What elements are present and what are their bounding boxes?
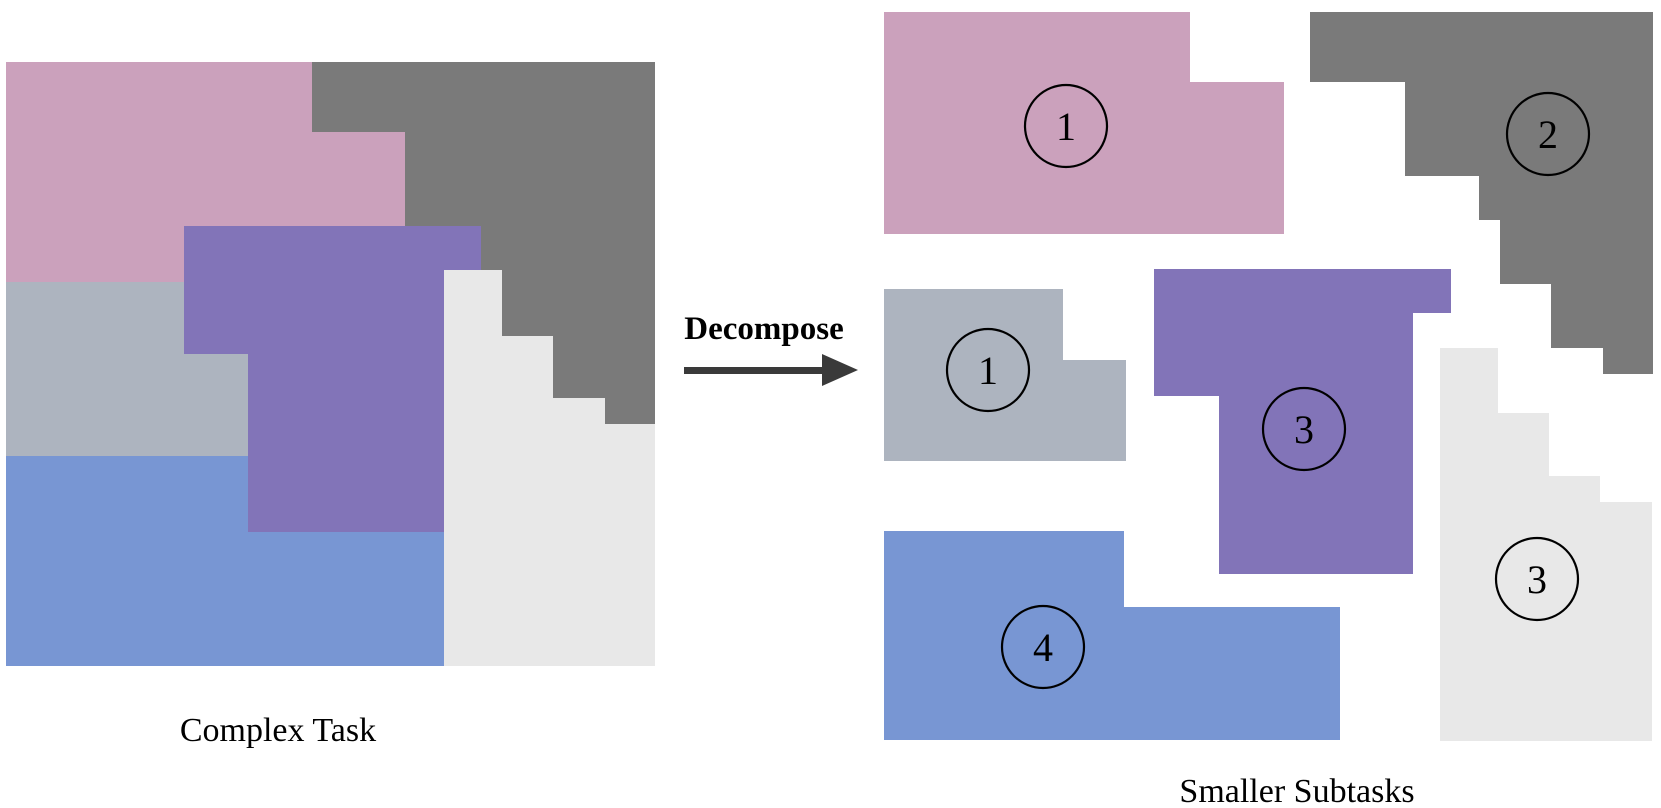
arrow-head — [822, 354, 858, 386]
subtask-badge-number: 4 — [1033, 625, 1053, 670]
composite-piece-gray-blue — [6, 282, 248, 456]
subtask-badge-number: 1 — [978, 348, 998, 393]
subtask-badge-number: 2 — [1538, 112, 1558, 157]
subtask-piece-blue — [884, 531, 1340, 740]
subtask-badge-circle — [1505, 91, 1591, 177]
smaller-subtasks: 1 2 1 3 3 4 — [884, 12, 1653, 741]
arrow-shaft — [684, 367, 830, 374]
subtask-badge-circle — [1023, 83, 1109, 169]
composite-piece-blue — [6, 456, 444, 666]
subtask-badge-circle — [1261, 386, 1347, 472]
subtask-gray-blue: 1 — [884, 289, 1126, 461]
complex-task-label: Complex Task — [180, 712, 376, 749]
subtask-badge-number: 1 — [1056, 104, 1076, 149]
smaller-subtasks-label: Smaller Subtasks — [1179, 773, 1414, 808]
subtask-piece-dark-gray — [1310, 12, 1653, 374]
composite-piece-purple — [184, 226, 481, 532]
complex-task-composite — [6, 62, 655, 666]
subtask-piece-gray-blue — [884, 289, 1126, 461]
subtask-piece-light-gray — [1440, 348, 1652, 741]
decompose-label: Decompose — [684, 311, 843, 347]
composite-piece-dark-gray — [312, 62, 655, 424]
subtask-blue: 4 — [884, 531, 1340, 740]
composite-piece-light-gray — [444, 270, 655, 666]
subtask-badge-circle — [1494, 536, 1580, 622]
subtask-piece-purple — [1154, 269, 1451, 574]
subtask-pink: 1 — [884, 12, 1284, 234]
subtask-piece-pink — [884, 12, 1284, 234]
composite-piece-pink — [6, 62, 405, 282]
subtask-badge-circle — [1000, 604, 1086, 690]
subtask-dark-gray: 2 — [1310, 12, 1653, 374]
subtask-badge-number: 3 — [1294, 407, 1314, 452]
decompose-arrow — [684, 354, 858, 386]
subtask-badge-number: 3 — [1527, 557, 1547, 602]
subtask-light-gray: 3 — [1440, 348, 1652, 741]
subtask-badge-circle — [945, 327, 1031, 413]
subtask-purple: 3 — [1154, 269, 1451, 574]
